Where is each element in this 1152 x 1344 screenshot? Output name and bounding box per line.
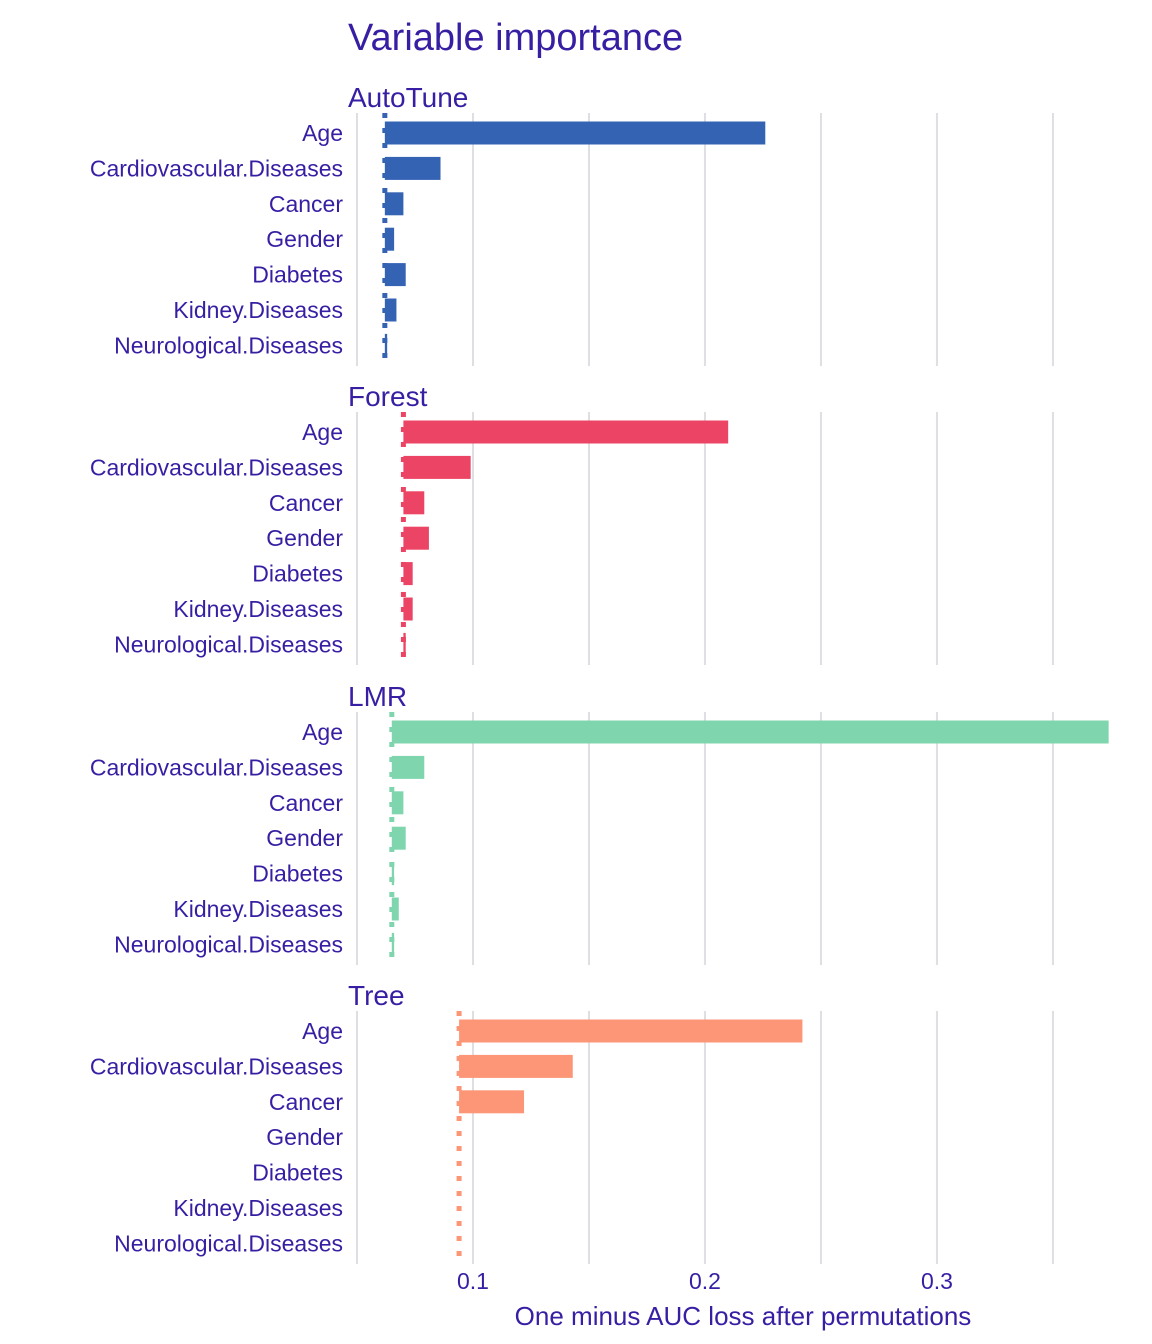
bar-autotune-neurological-diseases — [384, 333, 388, 357]
category-label-tree-3: Gender — [266, 1124, 343, 1150]
bar-forest-neurological-diseases — [403, 632, 406, 656]
category-label-lmr-5: Kidney.Diseases — [173, 896, 343, 922]
bar-lmr-diabetes — [391, 862, 395, 886]
bars-layer — [382, 113, 1109, 1264]
category-label-forest-5: Kidney.Diseases — [173, 596, 343, 622]
bar-forest-cardiovascular-diseases — [403, 455, 471, 479]
bar-lmr-gender — [391, 826, 406, 850]
category-label-lmr-6: Neurological.Diseases — [114, 931, 343, 957]
bar-autotune-age — [384, 121, 766, 145]
category-label-tree-0: Age — [302, 1018, 343, 1044]
category-label-tree-2: Cancer — [269, 1089, 343, 1115]
bar-forest-age — [403, 420, 729, 444]
category-label-forest-6: Neurological.Diseases — [114, 631, 343, 657]
category-label-autotune-5: Kidney.Diseases — [173, 297, 343, 323]
category-label-autotune-2: Cancer — [269, 191, 343, 217]
panel-title-tree: Tree — [348, 980, 405, 1011]
bar-forest-gender — [403, 526, 429, 550]
bar-lmr-neurological-diseases — [391, 932, 395, 956]
category-label-forest-1: Cardiovascular.Diseases — [90, 454, 343, 480]
category-label-autotune-6: Neurological.Diseases — [114, 332, 343, 358]
bar-forest-kidney-diseases — [403, 597, 413, 621]
category-label-lmr-3: Gender — [266, 825, 343, 851]
x-tick-label-2: 0.3 — [921, 1268, 953, 1294]
x-tick-label-1: 0.2 — [689, 1268, 721, 1294]
bar-autotune-cancer — [384, 192, 404, 216]
category-label-forest-2: Cancer — [269, 490, 343, 516]
category-label-forest-0: Age — [302, 419, 343, 445]
bar-autotune-gender — [384, 227, 395, 251]
panel-title-forest: Forest — [348, 381, 428, 412]
bar-autotune-diabetes — [384, 263, 406, 287]
labels-layer: AutoTuneAgeCardiovascular.DiseasesCancer… — [90, 82, 953, 1294]
bar-forest-cancer — [403, 491, 425, 515]
bar-lmr-cancer — [391, 791, 404, 815]
category-label-tree-1: Cardiovascular.Diseases — [90, 1053, 343, 1079]
bar-tree-cardiovascular-diseases — [459, 1054, 573, 1078]
category-label-autotune-1: Cardiovascular.Diseases — [90, 155, 343, 181]
category-label-lmr-0: Age — [302, 719, 343, 745]
bar-tree-cancer — [459, 1090, 525, 1114]
category-label-tree-5: Kidney.Diseases — [173, 1195, 343, 1221]
bar-lmr-cardiovascular-diseases — [391, 755, 425, 779]
bar-lmr-kidney-diseases — [391, 897, 399, 921]
category-label-autotune-4: Diabetes — [252, 262, 343, 288]
chart-title: Variable importance — [348, 17, 683, 59]
category-label-autotune-3: Gender — [266, 226, 343, 252]
category-label-forest-4: Diabetes — [252, 561, 343, 587]
category-label-lmr-2: Cancer — [269, 790, 343, 816]
bar-tree-age — [459, 1019, 803, 1043]
x-axis-label: One minus AUC loss after permutations — [515, 1301, 972, 1331]
x-tick-label-0: 0.1 — [457, 1268, 489, 1294]
category-label-forest-3: Gender — [266, 525, 343, 551]
category-label-autotune-0: Age — [302, 120, 343, 146]
bar-lmr-age — [391, 720, 1109, 744]
bar-autotune-kidney-diseases — [384, 298, 397, 322]
category-label-lmr-1: Cardiovascular.Diseases — [90, 754, 343, 780]
grid-layer — [356, 113, 1054, 1264]
panel-title-autotune: AutoTune — [348, 82, 468, 113]
panel-title-lmr: LMR — [348, 681, 407, 712]
category-label-tree-6: Neurological.Diseases — [114, 1230, 343, 1256]
bar-forest-diabetes — [403, 562, 413, 586]
category-label-lmr-4: Diabetes — [252, 861, 343, 887]
category-label-tree-4: Diabetes — [252, 1160, 343, 1186]
bar-autotune-cardiovascular-diseases — [384, 156, 441, 180]
